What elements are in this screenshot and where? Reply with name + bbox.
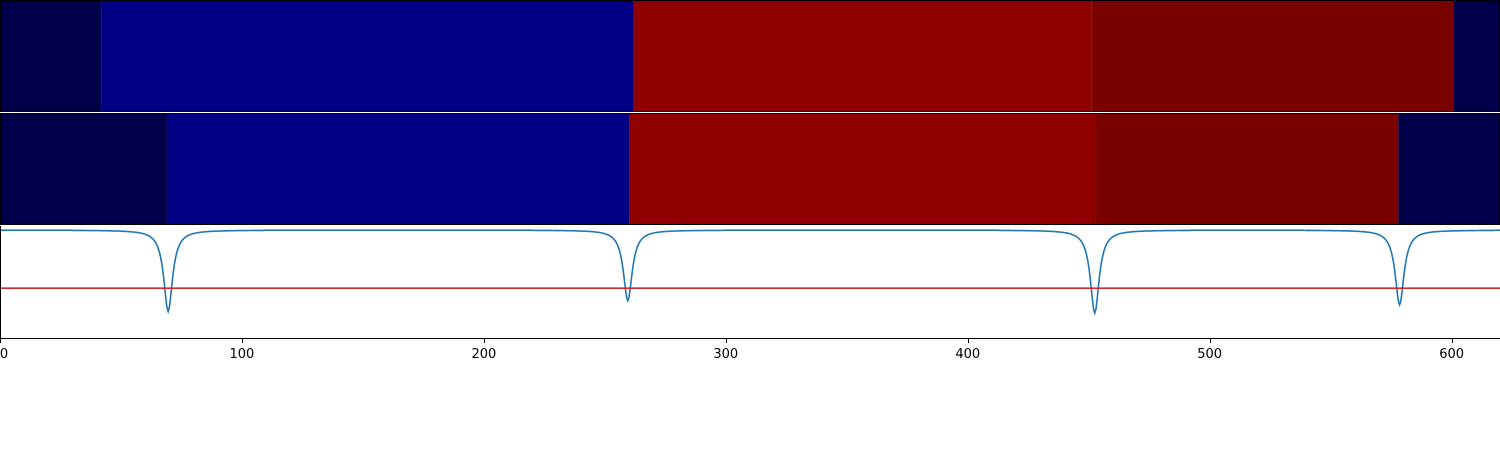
signal-plot <box>0 229 1500 316</box>
segment-row2-3 <box>629 113 1096 225</box>
x-axis: 0 100 200 300 400 500 600 <box>0 338 1464 362</box>
signal-line <box>0 229 1500 316</box>
segment-row1-4 <box>1091 0 1455 112</box>
x-tick-label-400: 400 <box>955 347 980 362</box>
heatmap-rows <box>0 0 1500 225</box>
x-tick-label-0: 0 <box>0 347 8 362</box>
x-tick-label-200: 200 <box>471 347 496 362</box>
x-tick-label-500: 500 <box>1197 347 1222 362</box>
segment-row1-1 <box>0 0 102 112</box>
segment-row1-2 <box>101 0 634 112</box>
segment-row2-5 <box>1398 113 1500 225</box>
x-tick-label-100: 100 <box>230 347 255 362</box>
segment-row2-1 <box>0 113 167 225</box>
segment-row1-3 <box>633 0 1092 112</box>
x-tick-label-300: 300 <box>713 347 738 362</box>
x-tick-label-600: 600 <box>1439 347 1464 362</box>
segment-row2-4 <box>1095 113 1399 225</box>
segment-row1-5 <box>1454 0 1500 112</box>
segment-row2-2 <box>166 113 630 225</box>
